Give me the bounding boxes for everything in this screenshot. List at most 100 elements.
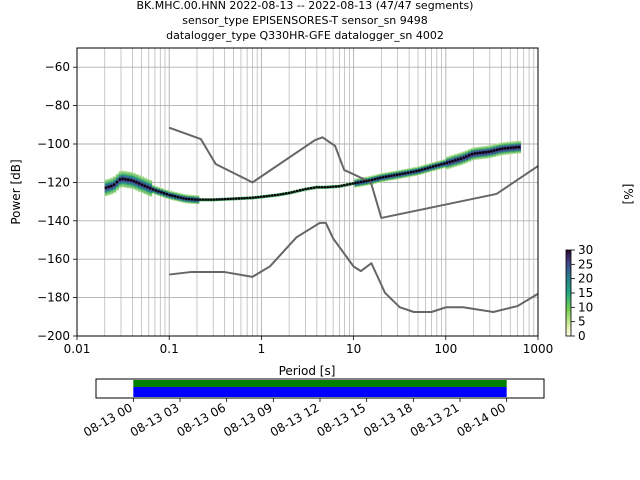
density-cell xyxy=(115,189,119,191)
density-cell xyxy=(354,178,358,180)
density-cell xyxy=(454,155,458,158)
density-cell xyxy=(113,190,117,192)
density-cell xyxy=(115,187,119,189)
density-cell xyxy=(479,146,483,148)
density-cell xyxy=(143,179,147,181)
density-cell xyxy=(434,168,438,170)
density-cell xyxy=(126,185,131,187)
density-cell xyxy=(113,187,117,190)
density-cell xyxy=(401,170,405,172)
density-cell xyxy=(115,173,119,176)
density-cell xyxy=(517,143,522,145)
density-cell xyxy=(462,160,466,162)
density-cell xyxy=(110,192,114,194)
density-cell xyxy=(443,166,447,169)
density-cell xyxy=(174,198,178,200)
density-cell xyxy=(168,197,172,199)
density-cell xyxy=(454,165,458,167)
coverage-segment-green xyxy=(133,380,507,387)
density-cell xyxy=(146,181,150,183)
density-cell xyxy=(454,164,458,166)
density-cell xyxy=(506,143,510,145)
density-cell xyxy=(504,145,508,148)
density-cell xyxy=(376,180,380,183)
density-cell xyxy=(470,150,474,152)
density-cell xyxy=(509,149,513,151)
density-cell xyxy=(124,180,128,182)
density-cell xyxy=(187,202,192,204)
density-cell xyxy=(429,170,433,172)
density-cell xyxy=(104,191,108,193)
density-cell xyxy=(118,184,122,186)
density-cell xyxy=(498,150,502,152)
density-cell xyxy=(465,161,469,163)
density-cell xyxy=(456,162,461,165)
density-cell xyxy=(407,174,411,176)
density-cell xyxy=(140,177,144,179)
density-cell xyxy=(451,165,455,167)
density-cell xyxy=(504,150,508,152)
density-cell xyxy=(456,156,461,158)
y-tick-label: −60 xyxy=(45,60,70,74)
density-cell xyxy=(149,183,153,186)
density-cell xyxy=(107,188,111,190)
density-cell xyxy=(132,172,136,175)
density-cell xyxy=(362,182,366,185)
density-cell xyxy=(451,154,455,157)
density-cell xyxy=(490,145,494,148)
density-cell xyxy=(454,154,458,156)
density-cell xyxy=(445,165,449,167)
density-cell xyxy=(151,185,155,187)
density-cell xyxy=(124,172,128,174)
density-cell xyxy=(493,146,497,148)
density-cell xyxy=(160,189,164,192)
density-cell xyxy=(398,177,402,179)
density-cell xyxy=(104,182,108,184)
density-cell xyxy=(451,157,455,159)
density-cell xyxy=(440,166,444,168)
density-cell xyxy=(171,199,175,201)
density-cell xyxy=(154,187,158,189)
density-cell xyxy=(193,195,197,197)
density-cell xyxy=(387,179,391,181)
density-cell xyxy=(476,147,480,150)
density-cell xyxy=(185,201,189,203)
plot-frame xyxy=(76,47,539,337)
density-cell xyxy=(423,171,427,173)
density-cell xyxy=(462,162,466,165)
density-cell xyxy=(143,178,147,180)
density-cell xyxy=(437,161,441,163)
density-cell xyxy=(479,156,483,158)
density-cell xyxy=(504,143,508,145)
density-cell xyxy=(481,153,485,156)
ppsd-plot: 0.01 0.1 1 10 100 1000 −60 −80 −100 −120 −140 −160… xyxy=(9,47,553,378)
density-cell xyxy=(370,177,375,179)
density-cell xyxy=(445,160,449,162)
density-cell xyxy=(143,180,147,182)
density-cell xyxy=(432,164,436,166)
density-cell xyxy=(359,179,363,181)
density-cell xyxy=(473,151,477,153)
density-cell xyxy=(423,170,427,172)
density-cell xyxy=(418,171,422,174)
density-cell xyxy=(390,171,394,173)
density-cell xyxy=(462,152,466,154)
density-cell xyxy=(379,179,383,181)
density-cell xyxy=(506,151,510,153)
density-cell xyxy=(185,196,189,198)
density-cell xyxy=(129,181,133,183)
density-cell xyxy=(462,161,466,164)
density-cell xyxy=(171,192,175,194)
density-cell xyxy=(113,189,117,192)
density-cell xyxy=(429,168,433,170)
density-cell xyxy=(143,191,147,193)
density-cell xyxy=(129,175,133,178)
high-noise-model xyxy=(168,126,539,219)
density-cell xyxy=(115,176,119,178)
density-cell xyxy=(448,155,452,157)
density-cell xyxy=(365,177,369,179)
density-cell xyxy=(135,183,139,185)
density-cell xyxy=(104,185,108,187)
density-cell xyxy=(515,150,519,152)
density-cell xyxy=(426,164,430,166)
